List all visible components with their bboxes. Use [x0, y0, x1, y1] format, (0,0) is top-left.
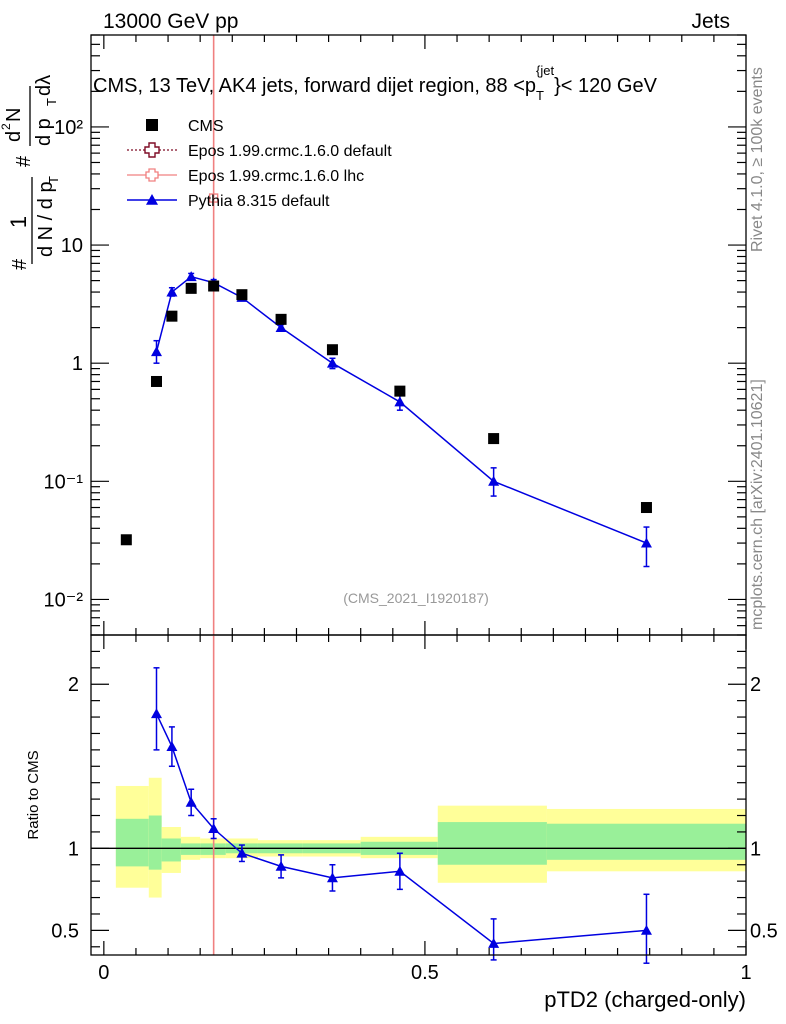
xtick-label: 0.5: [411, 962, 439, 984]
ratio-ylabel: Ratio to CMS: [25, 750, 42, 839]
pythia-ratio-point: [488, 938, 500, 948]
main-panel: 10⁻² 10⁻¹ 1 10 10² CMS, 13 TeV, AK4 jets, fo…: [0, 34, 747, 636]
ylabel-dlambda: dλ: [33, 75, 55, 96]
ratio-panel: 0.5 0.5 1 1 2 2 0 0.5 1 Ratio to CMS pTD2 (charg…: [25, 634, 778, 1012]
ylabel-n: N: [3, 108, 25, 122]
main-ylabel: # 1 d N / d p T # d 2 N d p T dλ: [0, 75, 61, 270]
cms-point: [640, 502, 652, 514]
main-title-main: CMS, 13 TeV, AK4 jets, forward dijet reg…: [93, 75, 536, 97]
legend-epos-default-marker: [144, 142, 160, 158]
epos-lhc-point: [208, 193, 219, 203]
pythia-ratio-point: [275, 860, 287, 871]
legend-pythia-marker: [146, 194, 158, 205]
mcplots-label: mcplots.cern.ch [arXiv:2401.10621]: [749, 379, 766, 630]
legend-label: CMS: [188, 118, 224, 135]
pythia-ratio-point: [166, 741, 178, 751]
pythia-ratio-point: [326, 872, 338, 883]
main-title-sub: T: [536, 88, 544, 103]
main-ytick-label: 10²: [54, 117, 83, 139]
band-inner: [437, 822, 547, 865]
pythia-ratio-point: [236, 847, 248, 858]
ratio-ytick-label-right: 0.5: [750, 920, 778, 942]
watermark: (CMS_2021_I1920187): [343, 590, 489, 606]
ratio-ytick-label-left: 1: [68, 838, 79, 860]
rivet-label: Rivet 4.1.0, ≥ 100k events: [749, 67, 766, 252]
pythia-point: [488, 475, 500, 486]
pythia-ratio-point: [394, 865, 406, 876]
category-label: Jets: [691, 10, 730, 33]
legend-label: Pythia 8.315 default: [188, 193, 330, 210]
ylabel-dndpt-sub: T: [46, 176, 61, 184]
main-title-sup: {jet: [536, 63, 554, 78]
main-title-text: CMS, 13 TeV, AK4 jets, forward dijet reg…: [93, 63, 658, 103]
pythia-point: [166, 286, 178, 297]
ratio-ytick-label-left: 0.5: [51, 920, 79, 942]
cms-point: [236, 289, 248, 301]
legend: CMS Epos 1.99.crmc.1.6.0 default Epos 1.99…: [127, 118, 392, 210]
ylabel-two: 2: [0, 123, 13, 130]
main-title-tail: }< 120 GeV: [554, 75, 658, 97]
ylabel-hash1: #: [9, 258, 31, 270]
cms-point: [394, 385, 406, 397]
ratio-ytick-label-right: 1: [750, 838, 761, 860]
ylabel-one: 1: [6, 216, 31, 228]
ylabel-dp: d p: [33, 118, 55, 146]
main-ytick-label: 10⁻²: [44, 589, 84, 611]
ylabel-dp-sub: T: [44, 98, 59, 106]
ratio-ytick-label-right: 2: [750, 674, 761, 696]
cms-point: [120, 534, 132, 546]
band-inner: [161, 838, 181, 862]
cms-point: [185, 282, 197, 294]
pythia-point: [326, 357, 338, 368]
pythia-ratio-line: [155, 713, 647, 945]
ratio-ytick-label-left: 2: [68, 674, 79, 696]
band-inner: [546, 823, 746, 860]
pythia-ratio-point: [151, 708, 162, 719]
xtick-label: 1: [740, 962, 751, 984]
pythia-line: [155, 275, 647, 544]
ylabel-hash2: #: [13, 155, 35, 167]
pythia-point: [151, 346, 162, 357]
cms-point: [151, 375, 162, 387]
cms-point: [208, 280, 220, 292]
pythia-point: [640, 537, 652, 548]
pythia-ratio-point: [208, 823, 220, 834]
legend-epos-lhc-marker: [145, 168, 159, 182]
cms-point: [488, 433, 500, 445]
cms-point: [326, 344, 338, 356]
main-ytick-label: 10⁻¹: [44, 471, 84, 493]
legend-label: Epos 1.99.crmc.1.6.0 lhc: [188, 168, 364, 185]
pythia-point: [275, 322, 287, 333]
pythia-ratio-point: [640, 924, 652, 935]
xtick-label: 0: [98, 962, 109, 984]
legend-cms-marker: [146, 119, 158, 131]
x-axis-label: pTD2 (charged-only): [544, 987, 746, 1012]
pythia-point: [185, 271, 197, 282]
pythia-point: [394, 396, 406, 407]
ylabel-dndpt: d N / d p: [35, 181, 57, 257]
ratio-frame: [90, 634, 747, 956]
energy-label: 13000 GeV pp: [103, 10, 238, 33]
cms-point: [275, 313, 287, 325]
pythia-ratio-point: [185, 796, 197, 807]
main-ytick-label: 10: [61, 235, 83, 257]
band-inner: [180, 843, 201, 855]
ylabel-d: d: [3, 131, 25, 142]
band-inner: [115, 818, 149, 867]
main-ytick-label: 1: [72, 353, 83, 375]
cms-point: [166, 310, 178, 322]
band-inner: [148, 815, 162, 870]
legend-label: Epos 1.99.crmc.1.6.0 default: [188, 143, 392, 160]
